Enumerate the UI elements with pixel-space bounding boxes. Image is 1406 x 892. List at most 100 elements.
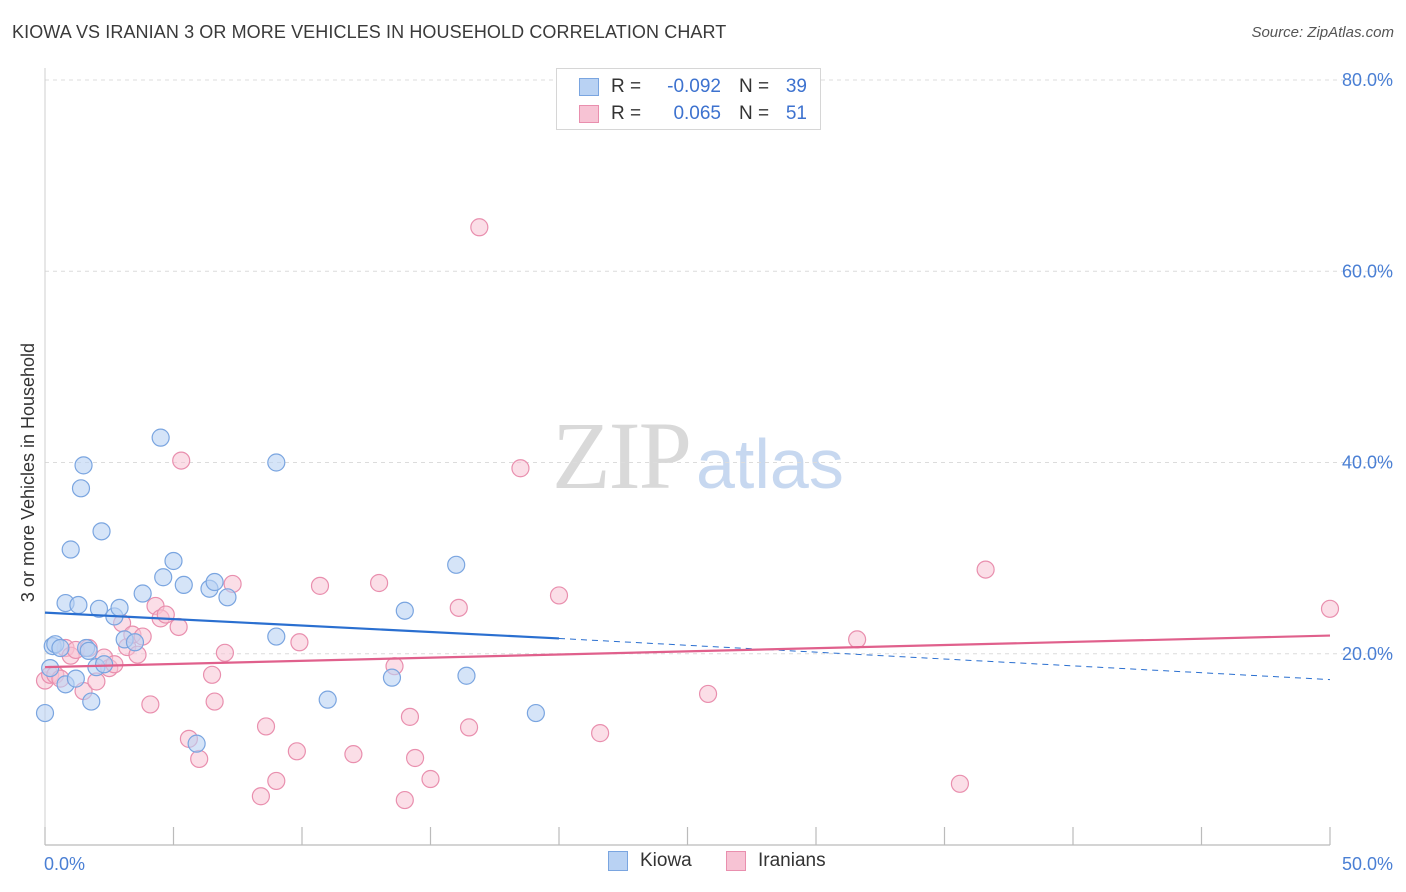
kiowa-point <box>395 601 414 620</box>
watermark-atlas: atlas <box>696 425 844 503</box>
iranians-trend-line <box>44 634 1331 669</box>
iranians-point <box>310 576 330 595</box>
kiowa-point <box>71 479 91 498</box>
kiowa-point <box>133 584 152 603</box>
iranians-point <box>290 633 309 652</box>
iranians-point <box>591 724 610 743</box>
bottom-legend-kiowa[interactable]: Kiowa <box>608 850 692 872</box>
iranians-point <box>215 643 234 662</box>
kiowa-point <box>164 551 183 571</box>
legend-row-iranians: R = 0.065 N = 51 <box>579 101 807 127</box>
kiowa-point <box>205 572 224 592</box>
iranians-point <box>370 573 389 593</box>
kiowa-point <box>110 598 129 617</box>
kiowa-point <box>382 668 402 687</box>
kiowa-point <box>457 666 476 685</box>
iranians-point <box>172 451 191 470</box>
iranians-point <box>344 745 363 764</box>
n-value: 39 <box>785 76 807 97</box>
iranians-point <box>405 748 425 768</box>
iranians-point <box>190 749 209 769</box>
kiowa-point <box>95 655 114 674</box>
kiowa-point <box>267 627 286 646</box>
iranians-point <box>449 598 468 617</box>
iranians-point <box>141 695 160 714</box>
trend-lines <box>44 611 1331 681</box>
kiowa-points <box>35 428 545 753</box>
r-value: 0.065 <box>673 103 721 124</box>
iranians-point <box>267 771 286 791</box>
iranians-point <box>1320 599 1340 618</box>
kiowa-legend-label: Kiowa <box>640 850 692 871</box>
iranians-point <box>156 605 175 624</box>
y-tick-label: 20.0% <box>1342 644 1393 664</box>
iranians-point <box>511 459 530 478</box>
y-tick-label: 80.0% <box>1342 70 1393 90</box>
legend-row-kiowa: R = -0.092 N = 39 <box>579 74 807 100</box>
kiowa-point <box>174 575 193 595</box>
kiowa-point <box>66 669 85 688</box>
kiowa-point <box>318 690 337 709</box>
chart-title: KIOWA VS IRANIAN 3 OR MORE VEHICLES IN H… <box>12 22 727 42</box>
r-value: -0.092 <box>667 76 721 97</box>
grid-lines <box>45 79 1392 655</box>
iranians-legend-swatch <box>726 851 746 871</box>
iranians-point <box>202 665 222 684</box>
kiowa-point <box>125 633 145 652</box>
iranians-legend-label: Iranians <box>758 850 826 871</box>
x-tick-label: 0.0% <box>44 854 85 874</box>
iranians-point <box>256 717 276 736</box>
kiowa-point <box>82 692 101 711</box>
correlation-legend: R = -0.092 N = 39 R = 0.065 N = 51 <box>556 68 821 130</box>
kiowa-point <box>74 456 93 475</box>
kiowa-swatch <box>579 78 599 96</box>
kiowa-point <box>92 522 111 541</box>
kiowa-point <box>447 555 466 574</box>
kiowa-legend-swatch <box>608 851 628 871</box>
iranians-point <box>251 787 270 806</box>
y-axis-label: 3 or more Vehicles in Household <box>18 343 38 602</box>
iranians-point <box>287 742 306 761</box>
y-tick-label: 40.0% <box>1342 453 1393 473</box>
x-tick-label: 50.0% <box>1342 854 1393 874</box>
tick-labels: 20.0% 40.0% 60.0% 80.0% 0.0% 50.0% 3 or more V… <box>18 70 1393 874</box>
y-tick-label: 60.0% <box>1342 261 1393 281</box>
bottom-legend-iranians[interactable]: Iranians <box>726 850 826 872</box>
kiowa-point <box>89 599 109 618</box>
kiowa-point <box>187 734 206 753</box>
kiowa-trend-extension <box>558 637 1331 681</box>
kiowa-point <box>79 641 98 660</box>
iranians-swatch <box>579 105 599 123</box>
kiowa-point <box>218 588 237 607</box>
kiowa-point <box>526 703 545 723</box>
n-value: 51 <box>785 103 807 124</box>
iranians-point <box>400 707 420 726</box>
watermark: ZIPatlas <box>552 400 844 511</box>
r-label: R = <box>611 103 642 124</box>
iranians-points <box>35 218 1340 810</box>
kiowa-point <box>69 595 88 615</box>
iranians-point <box>976 560 995 579</box>
kiowa-point <box>61 540 80 559</box>
watermark-zip: ZIP <box>552 402 692 509</box>
kiowa-point <box>154 568 173 587</box>
source-label: Source: ZipAtlas.com <box>1251 24 1394 41</box>
iranians-point <box>950 774 970 793</box>
n-label: N = <box>739 103 770 124</box>
iranians-point <box>549 586 569 605</box>
iranians-point <box>395 790 414 810</box>
kiowa-point <box>267 453 286 472</box>
iranians-point <box>421 769 440 789</box>
axes <box>44 68 1331 846</box>
n-label: N = <box>739 76 770 97</box>
iranians-point <box>205 692 224 711</box>
r-label: R = <box>611 76 642 97</box>
iranians-point <box>698 684 718 704</box>
iranians-point <box>470 218 489 237</box>
iranians-point <box>459 718 479 737</box>
iranians-point <box>169 617 188 637</box>
kiowa-trend-line <box>44 611 560 640</box>
kiowa-point <box>35 703 55 723</box>
iranians-point <box>848 630 867 649</box>
